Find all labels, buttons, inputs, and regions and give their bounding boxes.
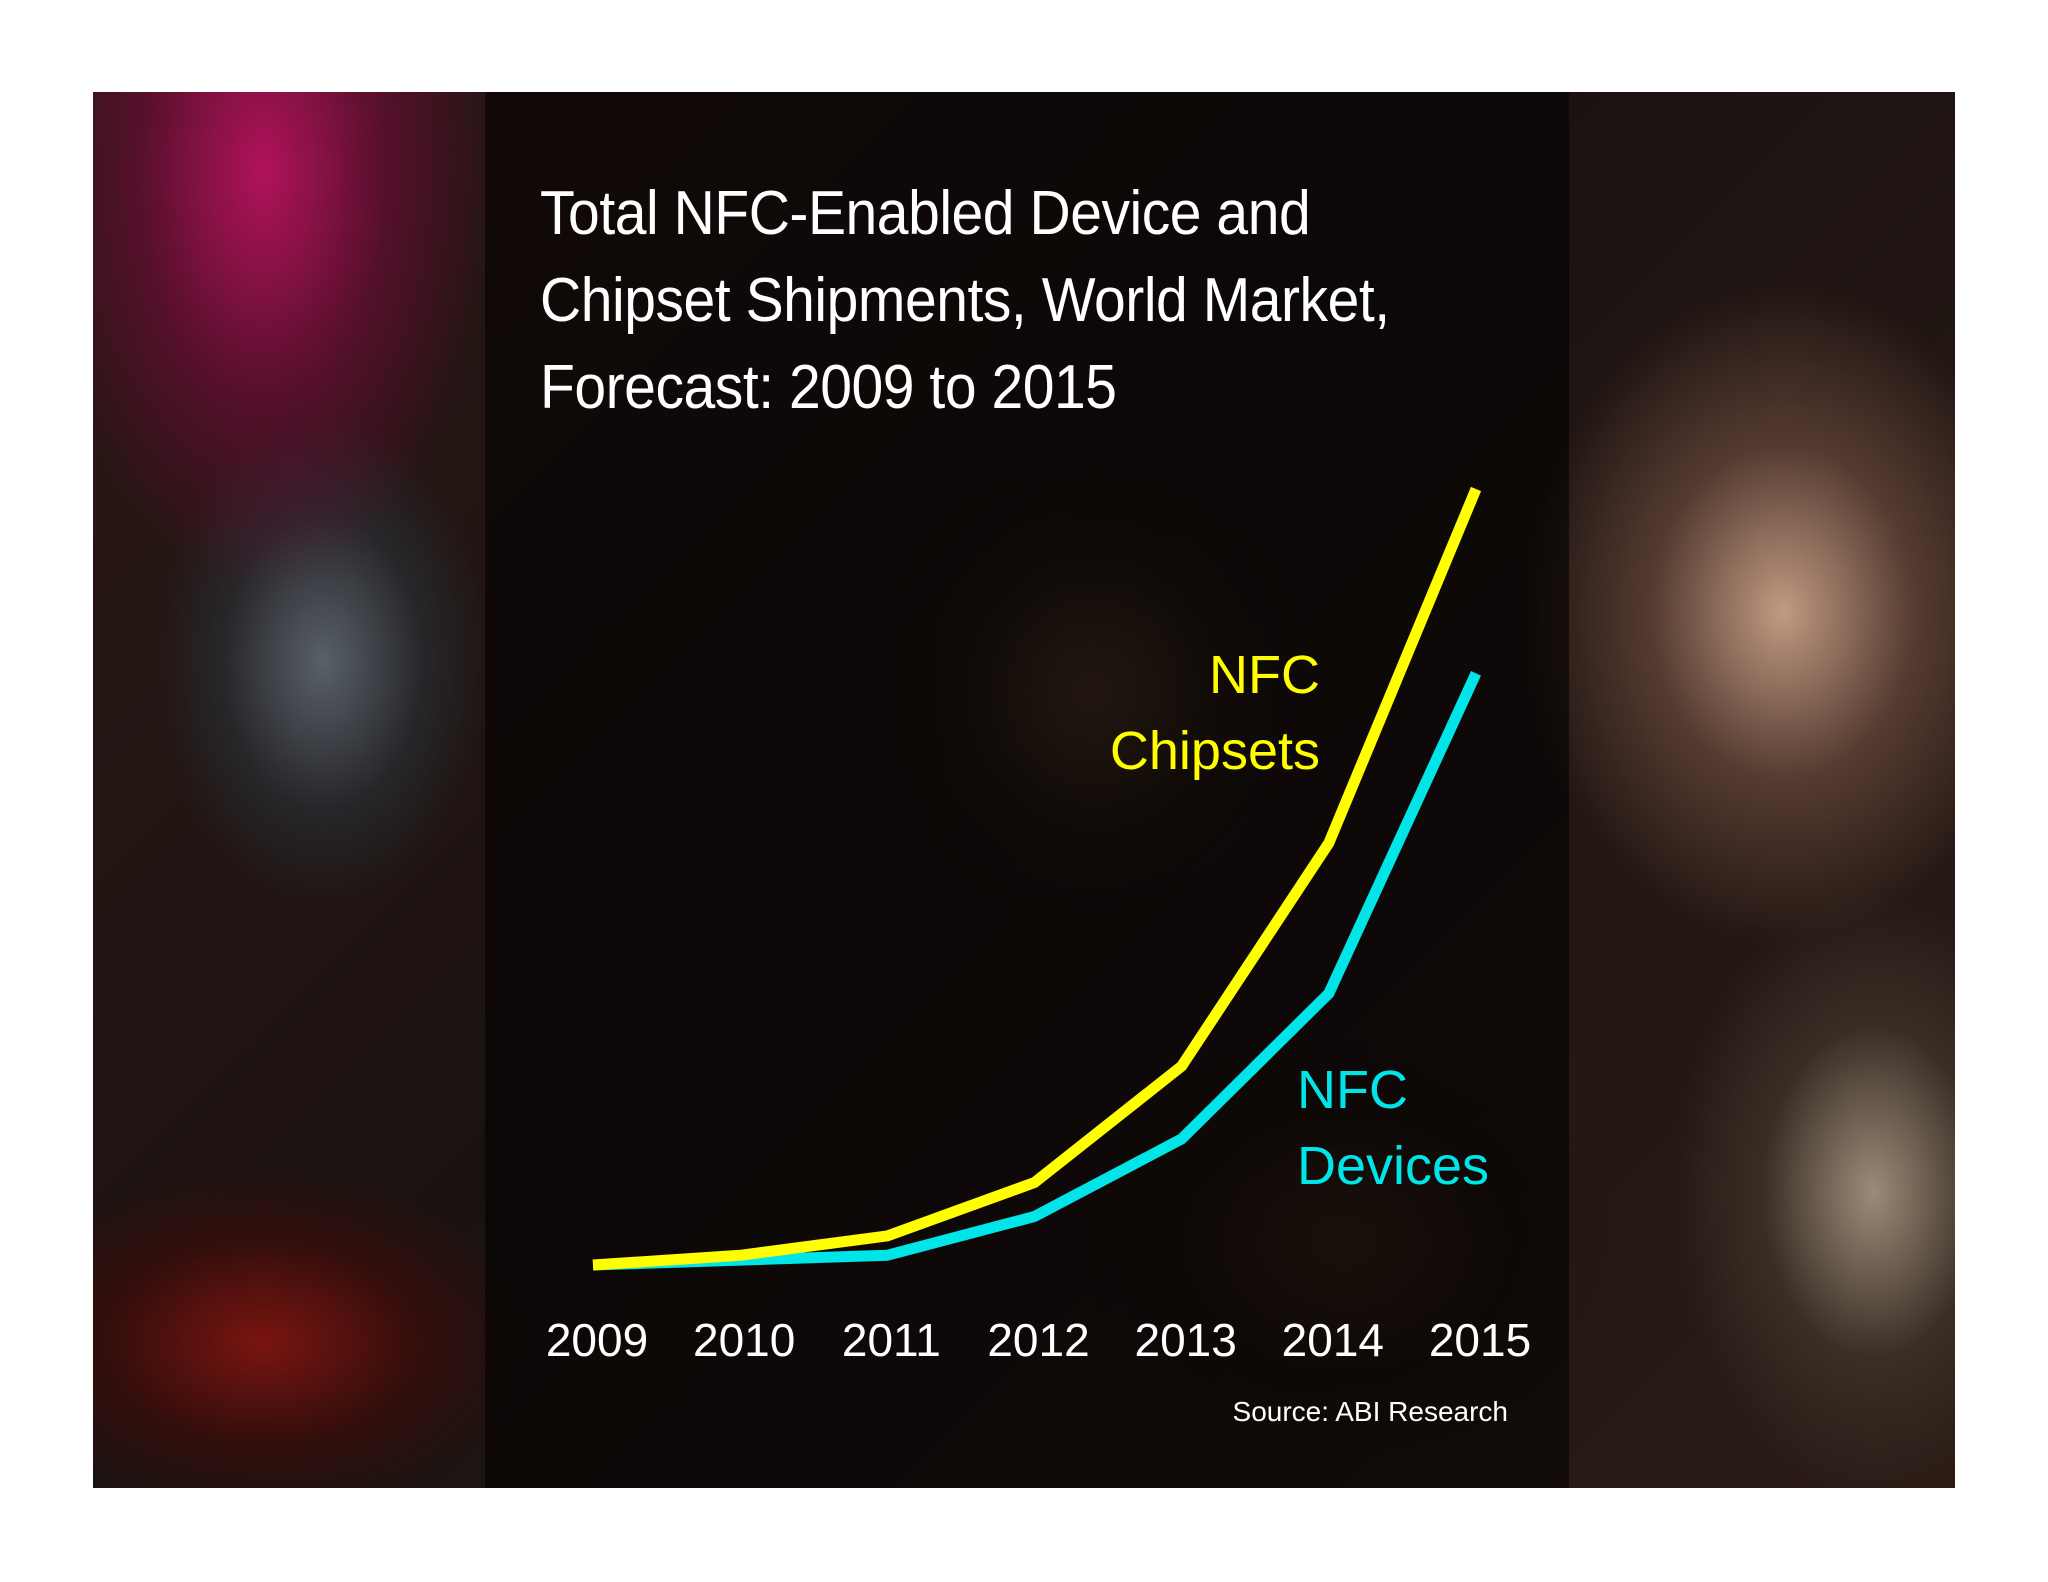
chart-title-line: Total NFC-Enabled Device and — [540, 179, 1311, 248]
x-tick-label: 2011 — [842, 1314, 941, 1366]
x-tick-label: 2010 — [693, 1314, 795, 1366]
slide-background — [93, 92, 1955, 1488]
x-tick-label: 2014 — [1282, 1314, 1384, 1366]
chart-title-line: Chipset Shipments, World Market, — [540, 266, 1390, 335]
series-label-line: NFC — [1297, 1060, 1408, 1120]
series-label-nfc-chipsets: NFC Chipsets — [1110, 645, 1320, 781]
x-tick-label: 2009 — [546, 1314, 648, 1366]
series-label-line: Chipsets — [1110, 721, 1320, 781]
series-label-line: NFC — [1209, 645, 1320, 705]
chart-title: Total NFC-Enabled Device and Chipset Shi… — [540, 170, 1390, 431]
x-tick-label: 2012 — [987, 1314, 1089, 1366]
x-tick-label: 2013 — [1134, 1314, 1236, 1366]
source-note: Source: ABI Research — [1233, 1396, 1508, 1427]
chart-title-line: Forecast: 2009 to 2015 — [540, 353, 1117, 422]
series-layer — [592, 486, 1482, 1271]
series-labels: NFC Chipsets NFC Devices — [1110, 645, 1489, 1196]
series-label-line: Devices — [1297, 1136, 1489, 1196]
x-axis-tick-labels: 2009 2010 2011 2012 2013 2014 2015 — [546, 1314, 1531, 1366]
series-label-nfc-devices: NFC Devices — [1297, 1060, 1489, 1196]
x-tick-label: 2015 — [1429, 1314, 1531, 1366]
